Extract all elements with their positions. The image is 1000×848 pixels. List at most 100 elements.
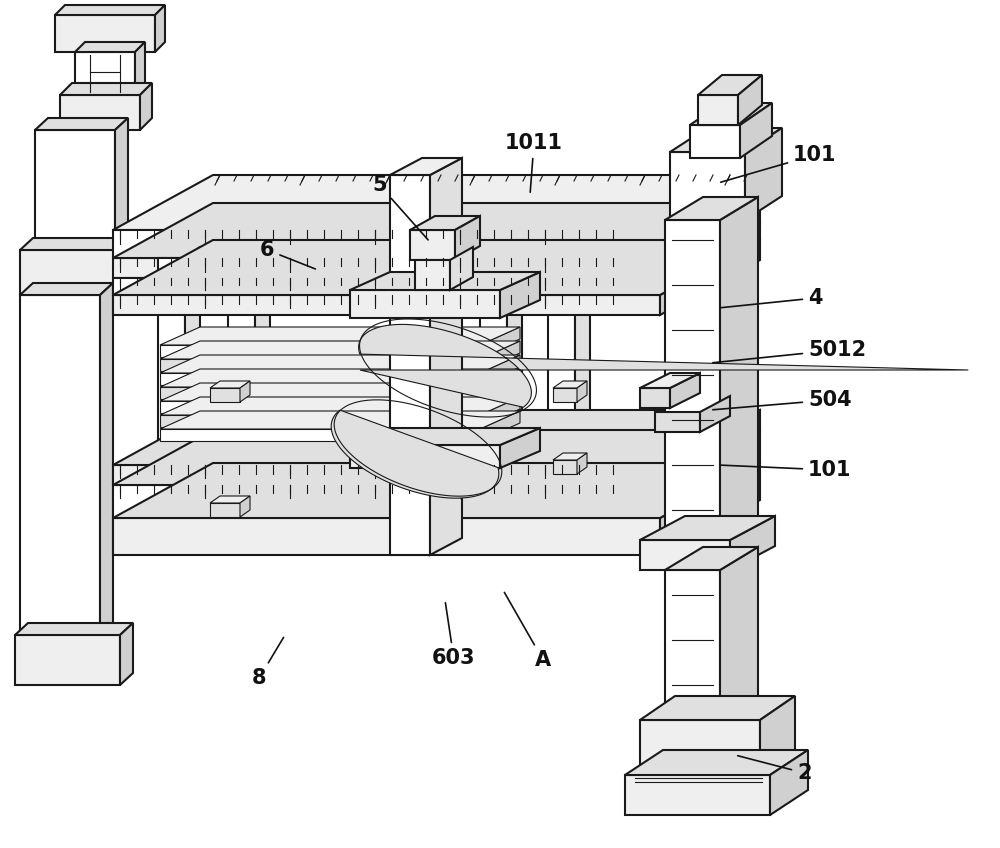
Polygon shape	[577, 453, 587, 474]
Polygon shape	[75, 52, 135, 95]
Text: 6: 6	[260, 240, 315, 269]
Text: 101: 101	[721, 145, 836, 182]
Polygon shape	[665, 547, 758, 570]
Polygon shape	[160, 327, 520, 345]
Polygon shape	[160, 415, 480, 427]
Polygon shape	[15, 635, 120, 685]
Polygon shape	[700, 396, 730, 432]
Polygon shape	[655, 412, 700, 432]
Polygon shape	[450, 247, 473, 290]
Polygon shape	[660, 203, 760, 278]
Polygon shape	[210, 496, 250, 503]
Polygon shape	[670, 152, 745, 220]
Polygon shape	[740, 103, 772, 158]
Polygon shape	[20, 283, 113, 295]
Polygon shape	[660, 463, 760, 555]
Polygon shape	[640, 540, 730, 570]
Polygon shape	[113, 430, 760, 485]
Polygon shape	[665, 570, 720, 720]
Text: 1011: 1011	[505, 133, 563, 192]
Polygon shape	[770, 750, 808, 815]
Polygon shape	[480, 258, 507, 485]
Polygon shape	[20, 250, 130, 295]
Polygon shape	[575, 247, 590, 485]
Polygon shape	[720, 547, 758, 720]
Polygon shape	[500, 428, 540, 468]
Polygon shape	[480, 327, 520, 357]
Polygon shape	[390, 175, 430, 555]
Polygon shape	[160, 341, 520, 359]
Polygon shape	[625, 750, 808, 775]
Text: 101: 101	[721, 460, 852, 480]
Polygon shape	[140, 83, 152, 130]
Polygon shape	[160, 359, 480, 371]
Polygon shape	[553, 453, 587, 460]
Polygon shape	[480, 369, 520, 399]
Polygon shape	[113, 485, 660, 518]
Text: 504: 504	[713, 390, 852, 410]
Polygon shape	[155, 5, 165, 52]
Text: A: A	[504, 593, 551, 670]
Polygon shape	[100, 283, 113, 635]
Polygon shape	[640, 388, 670, 408]
Polygon shape	[553, 388, 577, 402]
Polygon shape	[577, 381, 587, 402]
Polygon shape	[625, 775, 770, 815]
Polygon shape	[640, 696, 795, 720]
Polygon shape	[350, 428, 540, 445]
Polygon shape	[115, 118, 128, 250]
Text: 4: 4	[721, 288, 822, 308]
Polygon shape	[698, 95, 738, 125]
Polygon shape	[160, 355, 520, 373]
Polygon shape	[255, 247, 270, 485]
Polygon shape	[670, 128, 782, 152]
Polygon shape	[390, 158, 462, 175]
Polygon shape	[660, 430, 760, 518]
Polygon shape	[158, 258, 185, 485]
Polygon shape	[20, 238, 143, 250]
Text: 2: 2	[738, 756, 812, 783]
Polygon shape	[75, 42, 145, 52]
Polygon shape	[113, 463, 760, 518]
Text: 8: 8	[252, 638, 284, 688]
Polygon shape	[640, 516, 775, 540]
Polygon shape	[430, 158, 462, 555]
Polygon shape	[660, 410, 760, 485]
Polygon shape	[35, 130, 115, 250]
Polygon shape	[185, 247, 200, 485]
Polygon shape	[738, 75, 762, 125]
Polygon shape	[210, 503, 240, 517]
Polygon shape	[20, 295, 100, 635]
Polygon shape	[690, 103, 772, 125]
Text: 5: 5	[372, 175, 428, 240]
Polygon shape	[60, 83, 152, 95]
Polygon shape	[130, 238, 143, 295]
Polygon shape	[480, 383, 520, 413]
Polygon shape	[350, 272, 540, 290]
Polygon shape	[760, 696, 795, 775]
Polygon shape	[660, 175, 760, 258]
Polygon shape	[113, 175, 760, 230]
Polygon shape	[745, 128, 782, 220]
Polygon shape	[410, 230, 455, 260]
Polygon shape	[120, 623, 133, 685]
Polygon shape	[228, 258, 255, 485]
Polygon shape	[210, 381, 250, 388]
Polygon shape	[113, 240, 760, 295]
Polygon shape	[359, 325, 968, 407]
Polygon shape	[113, 465, 660, 485]
Polygon shape	[350, 445, 500, 468]
Polygon shape	[160, 401, 480, 413]
Polygon shape	[660, 240, 760, 315]
Polygon shape	[160, 411, 520, 429]
Polygon shape	[210, 388, 240, 402]
Polygon shape	[553, 381, 587, 388]
Polygon shape	[640, 720, 760, 775]
Polygon shape	[660, 223, 760, 295]
Polygon shape	[113, 203, 760, 258]
Polygon shape	[160, 345, 480, 357]
Polygon shape	[113, 518, 660, 555]
Polygon shape	[160, 397, 520, 415]
Polygon shape	[35, 118, 128, 130]
Polygon shape	[410, 216, 480, 230]
